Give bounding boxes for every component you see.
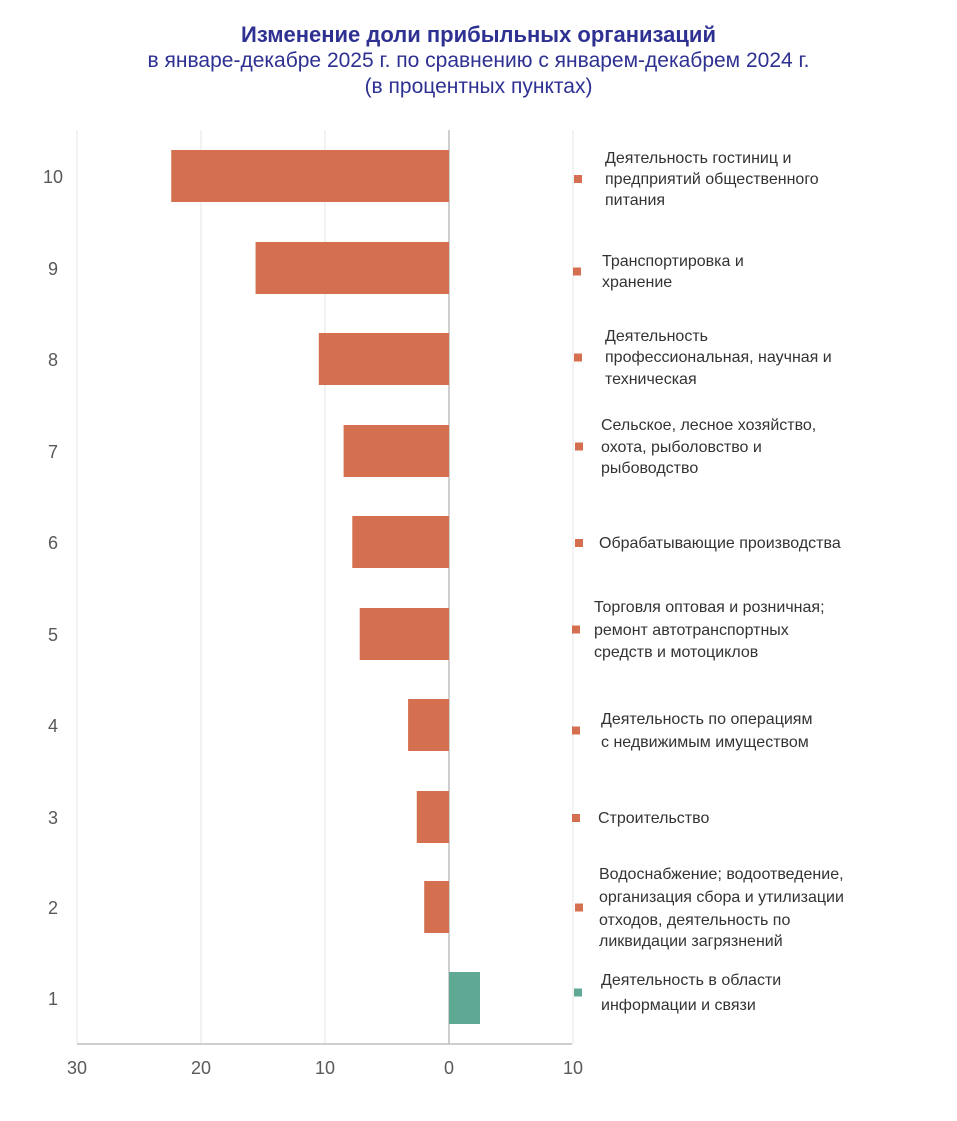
y-tick-label: 9 [48,259,58,279]
legend-marker [572,726,580,735]
legend-marker [572,814,580,822]
x-tick-label: 30 [67,1058,87,1078]
y-tick-label: 1 [48,989,58,1009]
y-tick-label: 4 [48,716,58,736]
y-tick-label: 8 [48,350,58,370]
legend-marker [575,903,583,912]
legend-entry: Обрабатывающие производства [599,535,841,552]
bar-8 [318,333,449,385]
legend-marker [574,988,582,997]
x-tick-label: 20 [191,1058,211,1078]
bar-3 [416,791,449,843]
legend-marker [575,442,583,451]
chart-title-block: Изменение доли прибыльных организаций в … [0,22,957,100]
bar-10 [171,150,450,202]
y-tick-label: 3 [48,808,58,828]
legend-marker [573,267,581,276]
legend-layer: Деятельность в области информации и связи… [572,150,844,1014]
legend-entry: Сельское, лесное хозяйство, охота, рыболо… [601,417,816,477]
legend-entry: Деятельность гостиниц и предприятий общес… [605,150,819,209]
legend-marker [574,175,582,183]
bar-6 [352,516,449,568]
y-tick-label: 5 [48,625,58,645]
bar-5 [359,608,449,660]
x-tick-label: 0 [444,1058,454,1078]
legend-entry: Транспортировка и хранение [602,253,744,291]
legend-entry: Водоснабжение; водоотведение, организация… [599,866,844,950]
chart-units-note: (в процентных пунктах) [364,75,593,98]
legend-entry: Торговля оптовая и розничная; ремонт авто… [594,599,825,661]
bar-1 [449,972,480,1024]
y-tick-label: 6 [48,533,58,553]
bar-7 [343,425,449,477]
bar-4 [408,699,449,751]
legend-marker [574,353,582,362]
axis-layer: 30 20 10 0 10 1 2 3 4 5 6 7 8 9 10 [43,167,583,1078]
x-tick-label: 10 [563,1058,583,1078]
x-tick-label: 10 [315,1058,335,1078]
chart-title: Изменение доли прибыльных организаций [241,22,716,47]
legend-marker [572,625,580,634]
bar-layer [171,150,480,1024]
legend-entry: Строительство [598,810,709,827]
chart-subtitle: в январе-декабре 2025 г. по сравнению с … [147,49,810,72]
legend-entry: Деятельность в области информации и связи [601,972,781,1014]
legend-entry: Деятельность по операциям с недвижимым им… [601,711,812,751]
bar-2 [424,881,449,933]
y-tick-label: 2 [48,898,58,918]
y-tick-label: 10 [43,167,63,187]
bar-9 [255,242,449,294]
legend-marker [575,539,583,547]
y-tick-label: 7 [48,442,58,462]
